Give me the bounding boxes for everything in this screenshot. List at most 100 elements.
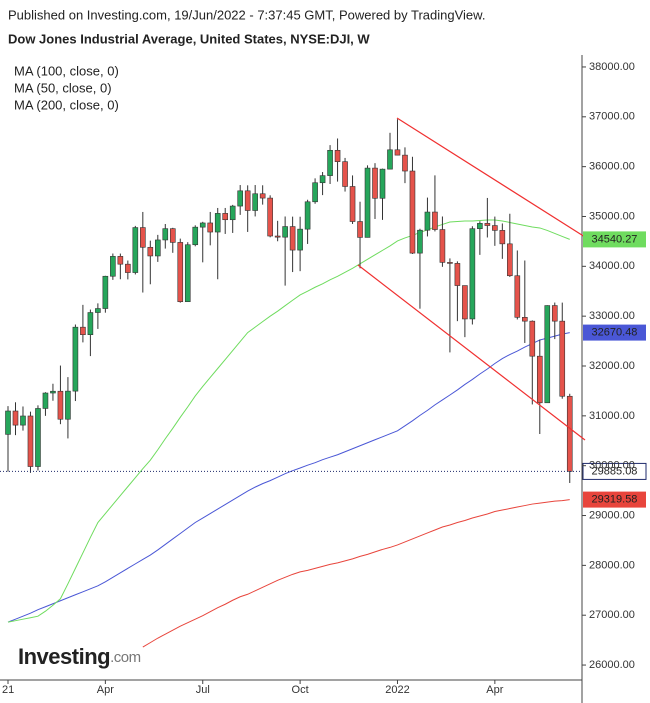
y-tick-label: 33000.00 xyxy=(589,310,635,322)
ma-line xyxy=(142,499,570,648)
candle-body xyxy=(42,392,49,409)
y-tick-label: 32000.00 xyxy=(589,360,635,372)
candle-body xyxy=(484,223,491,226)
candle-body xyxy=(282,226,288,238)
candle-body xyxy=(50,390,56,394)
candle-body xyxy=(566,395,573,472)
candle-body xyxy=(551,305,558,322)
candle-body xyxy=(140,227,146,248)
candle-body xyxy=(95,308,101,313)
candle-body xyxy=(409,170,416,254)
candle-body xyxy=(319,175,326,184)
candle-body xyxy=(394,149,401,156)
legend-entry: MA (100, close, 0) xyxy=(14,63,119,78)
candle-body xyxy=(132,227,139,273)
price-label: 29319.58 xyxy=(592,494,638,506)
x-tick-label: Jul xyxy=(196,684,210,696)
candle-body xyxy=(327,149,333,176)
y-tick-label: 31000.00 xyxy=(589,410,635,422)
y-tick-label: 37000.00 xyxy=(589,111,635,123)
candle-body xyxy=(462,285,468,320)
candle-body xyxy=(117,256,124,265)
candle-body xyxy=(12,410,19,426)
overlay: 29885.08 32670.48 34540.27 29319.58 xyxy=(0,231,647,508)
candle-body xyxy=(469,228,476,320)
candle-body xyxy=(177,242,184,303)
x-tick-label: Apr xyxy=(97,684,114,696)
candle-body xyxy=(432,211,438,230)
price-label: 34540.27 xyxy=(592,233,638,245)
candle-body xyxy=(237,190,243,207)
candle-body xyxy=(289,226,296,251)
y-tick-label: 27000.00 xyxy=(589,609,635,621)
candle-body xyxy=(155,239,161,257)
candle-body xyxy=(387,149,393,170)
price-label-box xyxy=(582,462,647,480)
ma-line xyxy=(7,219,570,623)
plot-area xyxy=(5,119,573,648)
candle-body xyxy=(162,228,169,241)
candle-body xyxy=(357,221,363,238)
x-tick-label: Apr xyxy=(486,684,503,696)
candle-body xyxy=(20,415,26,426)
candle-body xyxy=(417,229,423,254)
candle-body xyxy=(57,390,64,420)
candle-body xyxy=(349,186,356,222)
candle-body xyxy=(304,201,311,230)
candle-body xyxy=(102,275,109,309)
candle-body xyxy=(447,262,453,264)
candle-body xyxy=(259,193,266,199)
candle-body xyxy=(199,222,206,228)
candle-body xyxy=(522,317,528,322)
candle-body xyxy=(222,213,229,221)
candle-body xyxy=(267,197,273,237)
candle-body xyxy=(402,154,408,172)
candle-body xyxy=(544,305,551,404)
candle-body xyxy=(244,190,251,211)
candle-body xyxy=(364,167,371,238)
candle-body xyxy=(80,326,86,336)
candle-body xyxy=(507,243,513,277)
candle-body xyxy=(207,222,214,233)
candle-body xyxy=(439,229,446,263)
candle-body xyxy=(454,263,461,286)
y-tick-label: 36000.00 xyxy=(589,161,635,173)
candle-body xyxy=(147,246,154,257)
candle-body xyxy=(184,244,191,303)
candle-body xyxy=(536,355,543,404)
candle-body xyxy=(297,228,303,251)
logo: Investing.com xyxy=(18,644,141,669)
trend-line-lower xyxy=(357,264,586,441)
price-label: 29885.08 xyxy=(592,465,638,477)
legend-entry: MA (200, close, 0) xyxy=(14,97,119,112)
y-tick-label: 26000.00 xyxy=(589,659,635,671)
price-label-box xyxy=(583,491,646,508)
candle-body xyxy=(229,205,236,221)
candle-body xyxy=(252,193,258,211)
candle-body xyxy=(214,213,221,233)
candle-body xyxy=(72,326,79,392)
candle-body xyxy=(274,235,281,238)
candle-body xyxy=(87,312,94,336)
candle-body xyxy=(35,408,41,467)
price-label-box xyxy=(583,324,646,341)
candle-body xyxy=(529,320,536,357)
candle-body xyxy=(5,410,11,435)
legend-entry: MA (50, close, 0) xyxy=(14,80,112,95)
candle-body xyxy=(342,161,348,187)
candle-body xyxy=(514,275,521,318)
candle-body xyxy=(499,230,506,245)
candle-body xyxy=(372,167,378,199)
candle-body xyxy=(125,263,131,273)
candle-body xyxy=(559,320,566,397)
price-label: 32670.48 xyxy=(592,326,638,338)
price-label-box xyxy=(583,231,646,248)
candle-body xyxy=(477,223,483,229)
y-tick-label: 28000.00 xyxy=(589,559,635,571)
candle-body xyxy=(312,182,318,203)
candle-body xyxy=(110,256,116,277)
logo-name: Investing xyxy=(18,644,110,669)
y-tick-label: 29000.00 xyxy=(589,509,635,521)
candle-body xyxy=(27,415,34,467)
